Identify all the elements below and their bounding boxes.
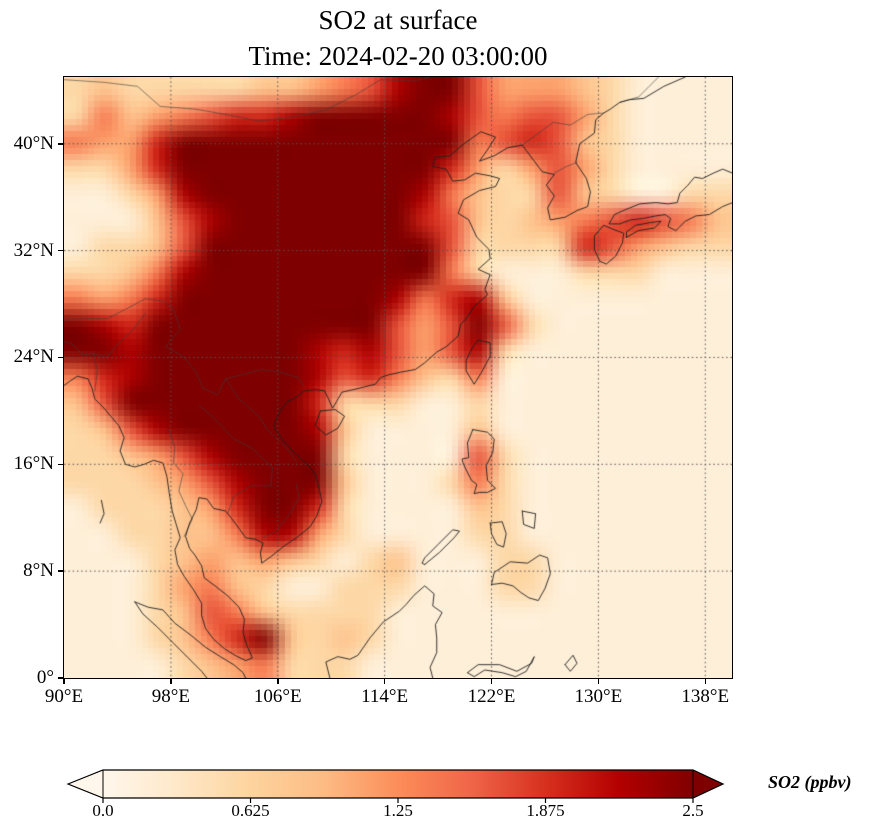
x-tick-label: 130°E	[574, 686, 623, 707]
y-tick	[58, 143, 64, 145]
y-tick-label: 40°N	[13, 132, 54, 154]
x-tick	[490, 678, 493, 684]
y-tick	[58, 249, 64, 252]
y-tick	[58, 463, 64, 466]
y-tick-label: 24°N	[13, 346, 54, 368]
colorbar-tick-label: 2.5	[682, 801, 704, 820]
chart-subtitle: Time: 2024-02-20 03:00:00	[248, 41, 548, 71]
x-tick	[277, 678, 279, 684]
x-tick-label: 98°E	[151, 686, 190, 707]
x-tick-label: 122°E	[467, 686, 516, 707]
y-tick-label: 16°N	[13, 453, 54, 475]
y-tick	[58, 356, 64, 359]
x-tick	[170, 678, 172, 684]
colorbar	[66, 769, 725, 803]
chart-title: SO2 at surface	[318, 5, 478, 35]
x-tick-label: 138°E	[681, 686, 730, 707]
y-tick	[58, 677, 64, 679]
colorbar-label: SO2 (ppbv)	[768, 772, 852, 792]
y-tick-label: 8°N	[23, 560, 54, 582]
x-tick	[383, 678, 386, 684]
colorbar-tick-label: 1.25	[383, 801, 413, 820]
x-tick-label: 106°E	[253, 686, 302, 707]
y-tick-label: 0°	[36, 667, 54, 688]
y-tick-label: 32°N	[13, 239, 54, 261]
x-tick	[63, 678, 65, 684]
heatmap-canvas	[64, 77, 732, 678]
x-tick-label: 114°E	[361, 686, 409, 707]
colorbar-tick-label: 0.625	[231, 801, 270, 820]
colorbar-tick-label: 1.875	[526, 801, 565, 820]
colorbar-bar	[66, 769, 725, 799]
colorbar-tick-label: 0.0	[92, 801, 114, 820]
colorbar-ticks	[102, 798, 694, 803]
y-tick	[58, 570, 64, 572]
x-tick	[597, 678, 600, 684]
x-tick-label: 90°E	[44, 686, 84, 707]
x-tick	[704, 678, 707, 684]
